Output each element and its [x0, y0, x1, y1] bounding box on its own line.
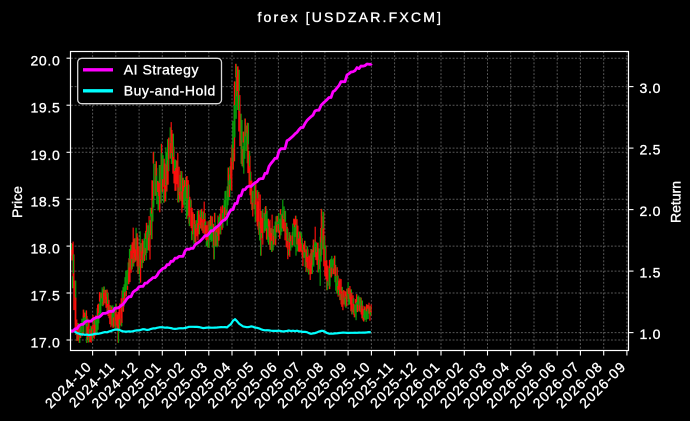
svg-text:20.0: 20.0	[30, 53, 60, 69]
svg-text:forex [USDZAR.FXCM]: forex [USDZAR.FXCM]	[257, 9, 443, 25]
svg-text:18.5: 18.5	[30, 194, 60, 210]
svg-text:2.5: 2.5	[640, 141, 662, 157]
svg-text:2.0: 2.0	[640, 203, 662, 219]
svg-text:19.5: 19.5	[30, 100, 60, 116]
svg-text:17.5: 17.5	[30, 288, 60, 304]
svg-text:AI Strategy: AI Strategy	[124, 62, 199, 78]
svg-text:3.0: 3.0	[640, 80, 662, 96]
svg-text:Price: Price	[9, 186, 25, 218]
svg-text:Return: Return	[668, 181, 684, 223]
svg-text:1.0: 1.0	[640, 326, 662, 342]
svg-text:19.0: 19.0	[30, 147, 60, 163]
svg-text:18.0: 18.0	[30, 241, 60, 257]
svg-text:17.0: 17.0	[30, 335, 60, 351]
svg-text:1.5: 1.5	[640, 264, 662, 280]
svg-text:Buy-and-Hold: Buy-and-Hold	[124, 83, 216, 99]
